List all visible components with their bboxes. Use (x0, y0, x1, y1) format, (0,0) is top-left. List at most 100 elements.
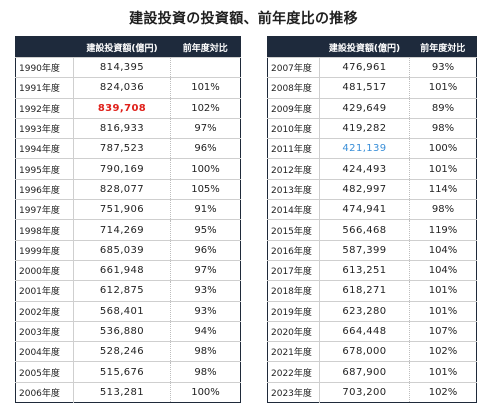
ratio-cell: 102% (170, 97, 241, 119)
ratio-cell: 100% (170, 381, 241, 403)
amount-cell: 429,649 (319, 97, 410, 119)
amount-cell: 528,246 (73, 341, 171, 362)
page-title: 建設投資の投資額、前年度比の推移 (129, 11, 358, 27)
year-cell: 2002年度 (15, 300, 74, 322)
table-row: 2005年度 515,676 98% (15, 361, 241, 383)
table-row: 2011年度 421,139 100% (267, 138, 477, 159)
year-cell: 2022年度 (267, 361, 320, 383)
ratio-cell: 97% (170, 117, 241, 139)
amount-cell: 474,941 (319, 199, 410, 220)
ratio-cell: 93% (170, 300, 241, 322)
ratio-cell: 105% (170, 178, 241, 200)
table-row: 2014年度 474,941 98% (267, 199, 477, 220)
year-cell: 2015年度 (267, 219, 320, 241)
year-cell: 1990年度 (15, 56, 74, 78)
table-row: 2003年度 536,880 94% (15, 320, 241, 342)
table-row: 1993年度 816,933 97% (15, 117, 241, 139)
table-body-left: 1990年度 814,395 1991年度 824,036 101% 1992年度 839,… (15, 56, 241, 403)
ratio-cell: 98% (409, 117, 477, 139)
year-cell: 1999年度 (15, 239, 74, 261)
year-cell: 2009年度 (267, 97, 320, 119)
amount-cell: 623,280 (319, 300, 410, 322)
ratio-cell: 119% (409, 219, 477, 241)
table-row: 1995年度 790,169 100% (15, 158, 241, 180)
investment-table-right: 建設投資額(億円) 前年度対比 2007年度 476,961 93% 2008年度 48… (267, 36, 477, 404)
ratio-cell: 100% (170, 158, 241, 180)
table-row: 1991年度 824,036 101% (15, 77, 241, 99)
amount-cell: 790,169 (73, 158, 171, 180)
table-row: 2008年度 481,517 101% (267, 77, 477, 99)
header-year (267, 36, 320, 58)
table-row: 1990年度 814,395 (15, 56, 241, 78)
year-cell: 2021年度 (267, 341, 320, 362)
ratio-cell: 93% (409, 56, 477, 78)
year-cell: 2001年度 (15, 280, 74, 302)
amount-cell: 482,997 (319, 178, 410, 200)
amount-cell: 513,281 (73, 381, 171, 403)
year-cell: 2004年度 (15, 341, 74, 362)
ratio-cell: 94% (170, 320, 241, 342)
amount-cell: 824,036 (73, 77, 171, 99)
amount-cell: 661,948 (73, 259, 171, 281)
table-row: 1992年度 839,708 102% (15, 97, 241, 119)
ratio-cell: 95% (170, 219, 241, 241)
ratio-cell: 101% (170, 77, 241, 99)
year-cell: 1996年度 (15, 178, 74, 200)
year-cell: 1998年度 (15, 219, 74, 241)
year-cell: 2013年度 (267, 178, 320, 200)
amount-cell: 703,200 (319, 381, 410, 403)
ratio-cell: 101% (409, 361, 477, 383)
table-body-right: 2007年度 476,961 93% 2008年度 481,517 101% 2009年度 4… (267, 56, 477, 403)
year-cell: 1995年度 (15, 158, 74, 180)
amount-cell: 787,523 (73, 138, 171, 159)
year-cell: 1993年度 (15, 117, 74, 139)
investment-table-left: 建設投資額(億円) 前年度対比 1990年度 814,395 1991年度 824,0… (15, 36, 241, 404)
year-cell: 2016年度 (267, 239, 320, 261)
ratio-cell: 96% (170, 239, 241, 261)
amount-cell: 839,708 (73, 97, 171, 119)
amount-cell: 714,269 (73, 219, 171, 241)
header-amount: 建設投資額(億円) (319, 36, 410, 58)
table-row: 2017年度 613,251 104% (267, 259, 477, 281)
amount-cell: 618,271 (319, 280, 410, 302)
amount-cell: 816,933 (73, 117, 171, 139)
ratio-cell: 93% (170, 280, 241, 302)
table-row: 2000年度 661,948 97% (15, 259, 241, 281)
ratio-cell (170, 56, 241, 78)
amount-cell: 476,961 (319, 56, 410, 78)
table-row: 1998年度 714,269 95% (15, 219, 241, 241)
year-cell: 2019年度 (267, 300, 320, 322)
amount-cell: 568,401 (73, 300, 171, 322)
ratio-cell: 91% (170, 199, 241, 220)
ratio-cell: 98% (409, 199, 477, 220)
table-row: 2020年度 664,448 107% (267, 320, 477, 342)
amount-cell: 612,875 (73, 280, 171, 302)
table-row: 2019年度 623,280 101% (267, 300, 477, 322)
amount-cell: 424,493 (319, 158, 410, 180)
table-header-row: 建設投資額(億円) 前年度対比 (15, 36, 241, 58)
amount-cell: 678,000 (319, 341, 410, 362)
amount-cell: 828,077 (73, 178, 171, 200)
year-cell: 2005年度 (15, 361, 74, 383)
year-cell: 2014年度 (267, 199, 320, 220)
amount-cell: 536,880 (73, 320, 171, 342)
year-cell: 2018年度 (267, 280, 320, 302)
ratio-cell: 101% (409, 158, 477, 180)
table-row: 2021年度 678,000 102% (267, 341, 477, 362)
amount-cell: 664,448 (319, 320, 410, 342)
table-header-row: 建設投資額(億円) 前年度対比 (267, 36, 477, 58)
ratio-cell: 96% (170, 138, 241, 159)
table-row: 2002年度 568,401 93% (15, 300, 241, 322)
year-cell: 1997年度 (15, 199, 74, 220)
ratio-cell: 101% (409, 280, 477, 302)
ratio-cell: 114% (409, 178, 477, 200)
header-year (15, 36, 74, 58)
amount-cell: 814,395 (73, 56, 171, 78)
ratio-cell: 101% (409, 77, 477, 99)
amount-cell: 481,517 (319, 77, 410, 99)
ratio-cell: 98% (170, 361, 241, 383)
ratio-cell: 102% (409, 341, 477, 362)
amount-cell: 421,139 (319, 138, 410, 159)
year-cell: 2006年度 (15, 381, 74, 403)
year-cell: 2010年度 (267, 117, 320, 139)
